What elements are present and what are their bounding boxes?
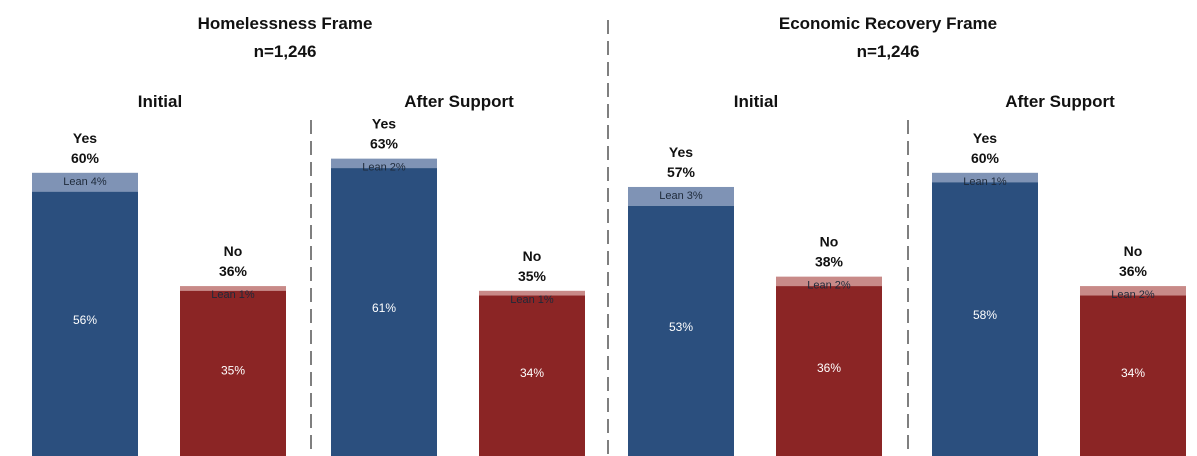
bar-main-segment (628, 205, 734, 456)
main-value-label: 34% (1121, 366, 1145, 380)
frame-title: Homelessness Frame (198, 14, 373, 33)
bar-main-segment (180, 290, 286, 456)
bar-category-label: Yes (973, 130, 997, 146)
main-value-label: 36% (817, 361, 841, 375)
main-value-label: 53% (669, 320, 693, 334)
bar-main-segment (932, 182, 1038, 456)
lean-label: Lean 3% (659, 190, 703, 202)
bar-lean-segment (628, 186, 734, 206)
lean-label: Lean 1% (963, 176, 1007, 188)
lean-label: Lean 2% (362, 162, 406, 174)
bar-total-label: 63% (370, 136, 399, 152)
bar-total-label: 60% (971, 150, 1000, 166)
lean-label: Lean 4% (63, 176, 107, 188)
bar-category-label: Yes (372, 116, 396, 132)
bar-total-label: 35% (518, 268, 547, 284)
bar-lean-segment (479, 290, 585, 296)
bar-lean-segment (932, 172, 1038, 183)
bar-category-label: No (224, 243, 243, 259)
bar-category-label: Yes (73, 130, 97, 146)
bar-category-label: No (1124, 243, 1143, 259)
panel-title: After Support (404, 92, 514, 111)
bar-lean-segment (776, 276, 882, 287)
panel-title: Initial (138, 92, 182, 111)
bar-lean-segment (180, 286, 286, 291)
bar-total-label: 60% (71, 150, 100, 166)
main-value-label: 34% (520, 366, 544, 380)
frame-title: Economic Recovery Frame (779, 14, 997, 33)
lean-label: Lean 2% (807, 280, 851, 292)
main-value-label: 58% (973, 308, 997, 322)
bar-main-segment (776, 286, 882, 456)
bar-category-label: No (820, 234, 839, 250)
main-value-label: 35% (221, 363, 245, 377)
panel-title: After Support (1005, 92, 1115, 111)
bar-category-label: No (523, 248, 542, 264)
bar-total-label: 36% (219, 263, 248, 279)
lean-label: Lean 1% (510, 294, 554, 306)
bar-lean-segment (1080, 286, 1186, 296)
frame-sample-size: n=1,246 (254, 42, 317, 61)
bar-lean-segment (32, 172, 138, 192)
bar-total-label: 36% (1119, 263, 1148, 279)
bar-main-segment (331, 168, 437, 456)
bar-lean-segment (331, 158, 437, 169)
panel-title: Initial (734, 92, 778, 111)
bar-category-label: Yes (669, 144, 693, 160)
bar-total-label: 57% (667, 164, 696, 180)
main-value-label: 56% (73, 313, 97, 327)
frame-sample-size: n=1,246 (857, 42, 920, 61)
lean-label: Lean 2% (1111, 289, 1155, 301)
bar-total-label: 38% (815, 254, 844, 270)
bar-main-segment (32, 191, 138, 456)
lean-label: Lean 1% (211, 289, 255, 301)
bar-main-segment (1080, 295, 1186, 456)
main-value-label: 61% (372, 301, 396, 315)
bar-main-segment (479, 295, 585, 456)
